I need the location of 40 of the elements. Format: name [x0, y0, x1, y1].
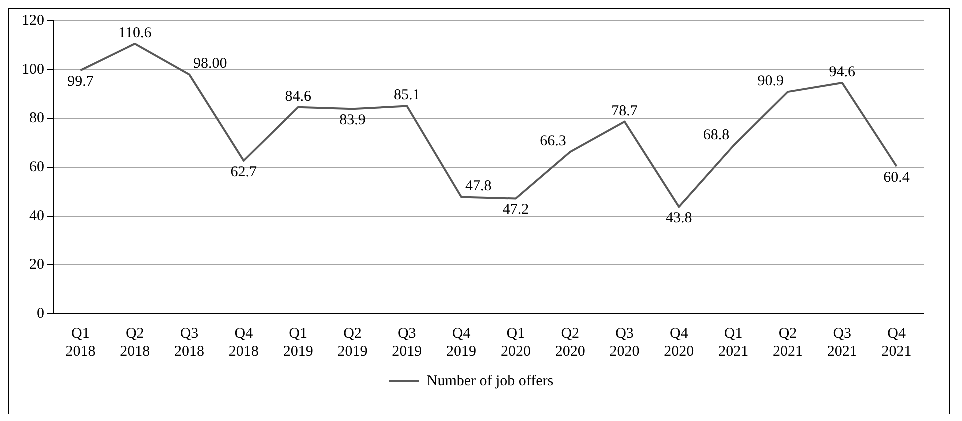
x-tick-label: Q2 2020 [555, 326, 586, 360]
x-tick-label: Q1 2019 [283, 326, 314, 360]
x-tick-label: Q3 2021 [827, 326, 858, 360]
data-label: 110.6 [118, 25, 152, 42]
x-tick-label: Q3 2018 [174, 326, 205, 360]
data-label: 43.8 [666, 210, 692, 226]
x-tick-label: Q4 2019 [446, 326, 477, 360]
x-tick-label: Q2 2019 [338, 326, 368, 360]
y-tick-label: 20 [30, 257, 44, 274]
y-tick-label: 80 [30, 110, 44, 127]
x-tick-label: Q1 2021 [718, 326, 749, 360]
data-label: 47.8 [466, 178, 492, 195]
x-tick-label: Q4 2020 [664, 326, 694, 360]
data-label: 60.4 [884, 170, 910, 186]
y-tick-label: 0 [37, 306, 44, 322]
x-tick-label: Q1 2018 [66, 326, 96, 360]
data-label: 78.7 [612, 103, 638, 120]
x-tick-label: Q4 2018 [228, 326, 259, 360]
x-tick-label: Q3 2019 [392, 326, 422, 360]
x-tick-label: Q1 2020 [500, 326, 531, 360]
x-tick-label: Q2 2018 [120, 326, 150, 360]
data-label: 62.7 [230, 164, 258, 180]
y-tick-label: 60 [30, 159, 44, 176]
x-tick-label: Q2 2021 [772, 326, 803, 360]
data-label: 94.6 [829, 64, 856, 80]
y-tick-label: 40 [30, 208, 44, 224]
y-tick-label: 100 [22, 62, 44, 78]
legend-label: Number of job offers [426, 373, 554, 390]
data-label: 47.2 [502, 202, 530, 218]
data-label: 99.7 [68, 74, 94, 90]
data-label: 90.9 [758, 73, 784, 90]
data-label: 68.8 [703, 127, 730, 144]
data-label: 84.6 [285, 88, 312, 105]
data-label: 66.3 [540, 134, 566, 150]
x-tick-label: Q4 2021 [882, 326, 912, 360]
y-tick-label: 120 [22, 12, 44, 29]
x-tick-label: Q3 2020 [610, 326, 640, 360]
data-label: 85.1 [394, 88, 420, 104]
data-label: 83.9 [340, 112, 366, 129]
data-label: 98.00 [194, 56, 228, 72]
